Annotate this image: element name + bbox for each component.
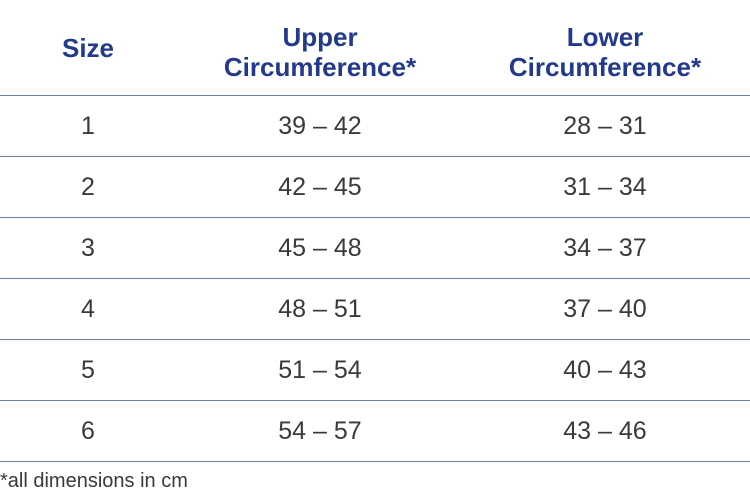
size-chart-table: Size Upper Circumference* Lower Circumfe…	[0, 0, 750, 462]
table-header-row: Size Upper Circumference* Lower Circumfe…	[0, 0, 750, 96]
table-row: 2 42 – 45 31 – 34	[0, 157, 750, 218]
cell-upper: 45 – 48	[278, 233, 362, 262]
cell-lower: 34 – 37	[563, 233, 647, 262]
header-lower-circumference: Lower Circumference*	[470, 0, 740, 82]
table-row: 4 48 – 51 37 – 40	[0, 279, 750, 340]
cell-upper: 42 – 45	[278, 172, 362, 201]
cell-size: 1	[81, 111, 95, 140]
header-upper-circumference: Upper Circumference*	[190, 0, 450, 82]
table-row: 3 45 – 48 34 – 37	[0, 218, 750, 279]
header-upper-line2: Circumference*	[223, 52, 417, 82]
cell-upper: 54 – 57	[278, 416, 362, 445]
header-size-label: Size	[61, 33, 115, 63]
cell-size: 5	[81, 355, 95, 384]
header-size: Size	[28, 0, 148, 63]
header-upper-line1: Upper	[282, 22, 358, 52]
header-lower-line2: Circumference*	[508, 52, 702, 82]
cell-lower: 37 – 40	[563, 294, 647, 323]
table-row: 5 51 – 54 40 – 43	[0, 340, 750, 401]
cell-size: 2	[81, 172, 95, 201]
table-row: 1 39 – 42 28 – 31	[0, 96, 750, 157]
cell-lower: 31 – 34	[563, 172, 647, 201]
cell-size: 3	[81, 233, 95, 262]
cell-lower: 28 – 31	[563, 111, 647, 140]
cell-size: 4	[81, 294, 95, 323]
cell-lower: 43 – 46	[563, 416, 647, 445]
table-row: 6 54 – 57 43 – 46	[0, 401, 750, 462]
cell-upper: 48 – 51	[278, 294, 362, 323]
cell-upper: 39 – 42	[278, 111, 362, 140]
footnote: *all dimensions in cm	[0, 470, 188, 492]
header-lower-line1: Lower	[566, 22, 644, 52]
cell-lower: 40 – 43	[563, 355, 647, 384]
cell-upper: 51 – 54	[278, 355, 362, 384]
cell-size: 6	[81, 416, 95, 445]
